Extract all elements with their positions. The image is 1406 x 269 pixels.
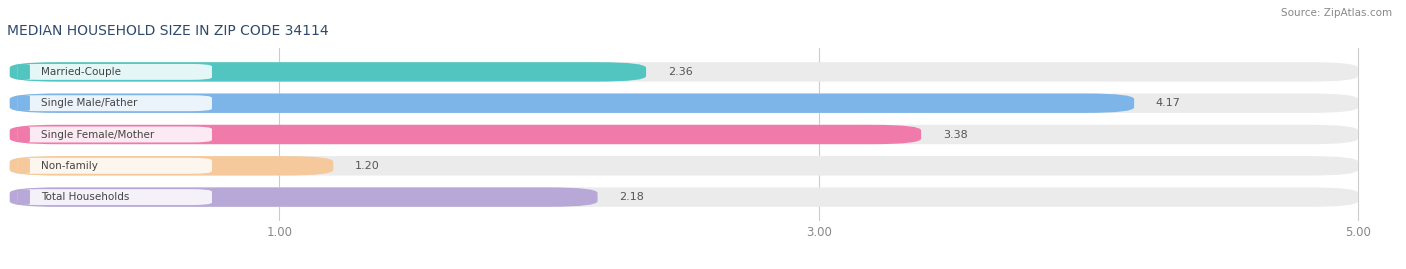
Text: 2.36: 2.36 xyxy=(668,67,692,77)
FancyBboxPatch shape xyxy=(10,94,1135,113)
FancyBboxPatch shape xyxy=(18,64,212,80)
FancyBboxPatch shape xyxy=(18,189,30,205)
Text: MEDIAN HOUSEHOLD SIZE IN ZIP CODE 34114: MEDIAN HOUSEHOLD SIZE IN ZIP CODE 34114 xyxy=(7,23,329,38)
FancyBboxPatch shape xyxy=(18,158,30,174)
Text: Source: ZipAtlas.com: Source: ZipAtlas.com xyxy=(1281,8,1392,18)
Text: Single Female/Mother: Single Female/Mother xyxy=(41,129,155,140)
FancyBboxPatch shape xyxy=(18,95,30,111)
FancyBboxPatch shape xyxy=(18,126,30,143)
FancyBboxPatch shape xyxy=(18,158,212,174)
Text: Single Male/Father: Single Male/Father xyxy=(41,98,138,108)
FancyBboxPatch shape xyxy=(10,156,333,175)
FancyBboxPatch shape xyxy=(18,95,212,111)
FancyBboxPatch shape xyxy=(10,62,647,82)
Text: Married-Couple: Married-Couple xyxy=(41,67,121,77)
FancyBboxPatch shape xyxy=(10,62,1358,82)
Text: 1.20: 1.20 xyxy=(354,161,380,171)
Text: 3.38: 3.38 xyxy=(942,129,967,140)
FancyBboxPatch shape xyxy=(18,64,30,80)
Text: 4.17: 4.17 xyxy=(1156,98,1181,108)
FancyBboxPatch shape xyxy=(10,156,1358,175)
FancyBboxPatch shape xyxy=(10,94,1358,113)
FancyBboxPatch shape xyxy=(18,126,212,143)
FancyBboxPatch shape xyxy=(18,189,212,205)
FancyBboxPatch shape xyxy=(10,125,1358,144)
FancyBboxPatch shape xyxy=(10,187,1358,207)
Text: Total Households: Total Households xyxy=(41,192,129,202)
Text: Non-family: Non-family xyxy=(41,161,97,171)
FancyBboxPatch shape xyxy=(10,187,598,207)
FancyBboxPatch shape xyxy=(10,125,921,144)
Text: 2.18: 2.18 xyxy=(619,192,644,202)
